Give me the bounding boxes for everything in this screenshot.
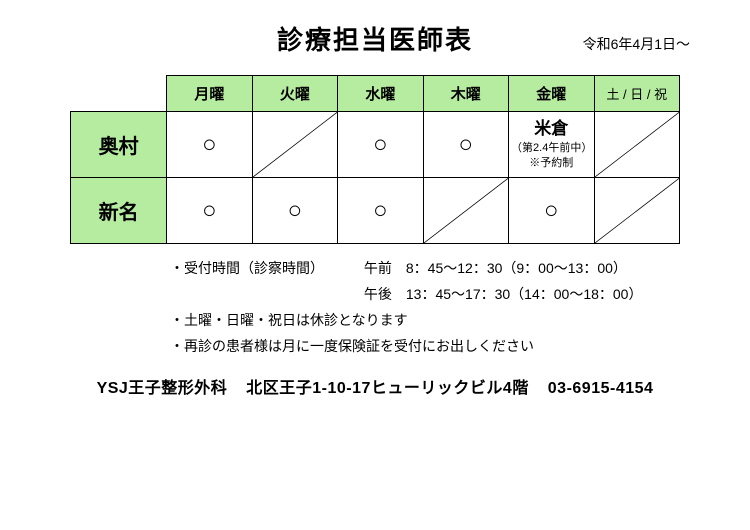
- note-hours-pm-text: 午後 13：45～17：30（14：00～18：00）: [364, 286, 643, 302]
- note-closed-days: ・土曜・日曜・祝日は休診となります: [170, 308, 700, 334]
- table-header-row: 月曜 火曜 水曜 木曜 金曜 土 / 日 / 祝: [71, 76, 680, 112]
- table-row: 奥村 ○ ○ ○ 米倉 （第2.4午前中） ※予約制: [71, 112, 680, 178]
- slot-closed: [594, 112, 680, 178]
- day-header: 月曜: [167, 76, 252, 112]
- slot-cell: ○: [167, 178, 252, 244]
- footer: YSJ王子整形外科 北区王子1-10-17ヒューリックビル4階 03-6915-…: [50, 374, 700, 398]
- day-header: 火曜: [252, 76, 337, 112]
- friday-sub2: ※予約制: [511, 156, 591, 171]
- note-insurance: ・再診の患者様は月に一度保険証を受付にお出しください: [170, 334, 700, 360]
- table-row: 新名 ○ ○ ○ ○: [71, 178, 680, 244]
- effective-date: 令和6年4月1日～: [583, 34, 690, 54]
- day-header: 金曜: [509, 76, 594, 112]
- friday-sub1: （第2.4午前中）: [511, 141, 591, 156]
- friday-content: 米倉 （第2.4午前中） ※予約制: [509, 116, 593, 173]
- notes-block: ・受付時間（診察時間） 午前 8：45～12：30（9：00～13：00） 午後…: [170, 256, 700, 360]
- slot-cell: ○: [338, 112, 423, 178]
- slot-closed: [252, 112, 337, 178]
- clinic-phone: 03-6915-4154: [548, 380, 654, 397]
- day-header: 木曜: [423, 76, 508, 112]
- slash-icon: [595, 178, 680, 243]
- doctor-name: 奥村: [71, 112, 167, 178]
- slot-cell: ○: [423, 112, 508, 178]
- clinic-name: YSJ王子整形外科: [97, 380, 228, 397]
- slot-closed: [594, 178, 680, 244]
- page-title: 診療担当医師表: [277, 20, 473, 57]
- slot-cell: ○: [509, 178, 594, 244]
- note-hours-am: ・受付時間（診察時間） 午前 8：45～12：30（9：00～13：00）: [170, 256, 700, 282]
- corner-cell: [71, 76, 167, 112]
- doctor-name: 新名: [71, 178, 167, 244]
- slash-icon: [424, 178, 508, 243]
- slot-friday-special: 米倉 （第2.4午前中） ※予約制: [509, 112, 594, 178]
- day-header-weekend: 土 / 日 / 祝: [594, 76, 680, 112]
- slot-cell: ○: [167, 112, 252, 178]
- clinic-address: 北区王子1-10-17ヒューリックビル4階: [246, 380, 529, 397]
- slot-closed: [423, 178, 508, 244]
- schedule-table: 月曜 火曜 水曜 木曜 金曜 土 / 日 / 祝 奥村 ○ ○ ○ 米倉 （第2…: [70, 75, 680, 244]
- note-hours-pm: 午後 13：45～17：30（14：00～18：00）: [170, 282, 700, 308]
- note-hours-am-text: 午前 8：45～12：30（9：00～13：00）: [364, 260, 627, 276]
- page: 診療担当医師表 令和6年4月1日～ 月曜 火曜 水曜 木曜 金曜 土 / 日 /…: [0, 0, 750, 530]
- slot-cell: ○: [252, 178, 337, 244]
- header: 診療担当医師表 令和6年4月1日～: [50, 20, 700, 57]
- friday-doctor: 米倉: [511, 118, 591, 141]
- slot-cell: ○: [338, 178, 423, 244]
- note-hours-label: ・受付時間（診察時間）: [170, 256, 360, 282]
- slash-icon: [595, 112, 680, 177]
- slash-icon: [253, 112, 337, 177]
- day-header: 水曜: [338, 76, 423, 112]
